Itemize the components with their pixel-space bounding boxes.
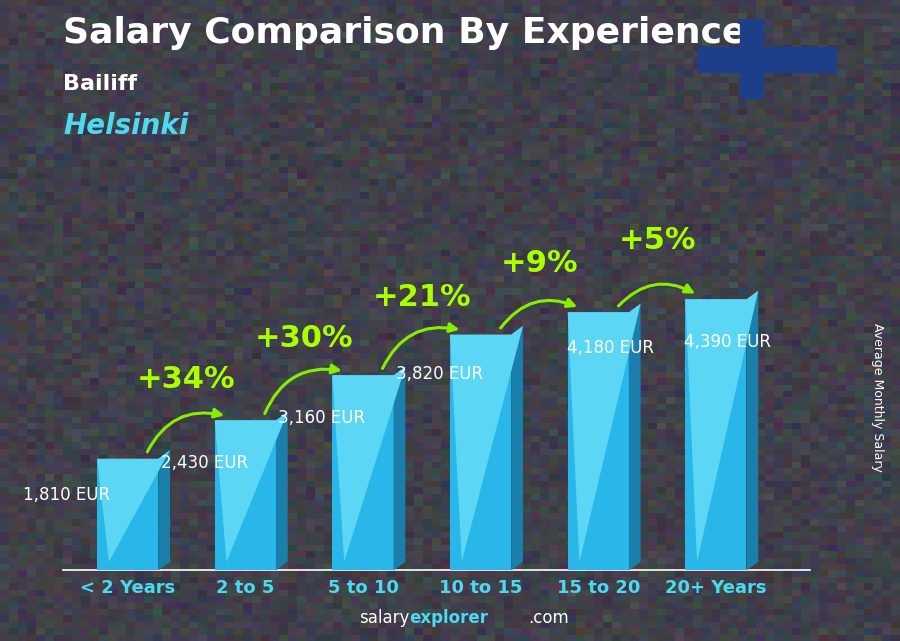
Text: Average Monthly Salary: Average Monthly Salary <box>871 323 884 472</box>
FancyArrowPatch shape <box>265 365 338 413</box>
Text: 1,810 EUR: 1,810 EUR <box>23 486 110 504</box>
Bar <box>332 375 393 570</box>
FancyArrowPatch shape <box>618 284 692 306</box>
Text: Helsinki: Helsinki <box>63 112 188 140</box>
Polygon shape <box>746 290 758 570</box>
FancyArrowPatch shape <box>382 324 456 369</box>
Text: +5%: +5% <box>618 226 696 254</box>
Bar <box>450 335 511 570</box>
Bar <box>740 19 763 99</box>
Polygon shape <box>511 326 523 570</box>
Bar <box>685 299 746 570</box>
Text: Bailiff: Bailiff <box>63 74 137 94</box>
Polygon shape <box>97 450 170 562</box>
Text: 2,430 EUR: 2,430 EUR <box>160 454 248 472</box>
Polygon shape <box>629 304 641 570</box>
Text: .com: .com <box>528 609 569 627</box>
Bar <box>698 47 837 72</box>
Polygon shape <box>450 326 523 562</box>
Text: 3,160 EUR: 3,160 EUR <box>278 409 365 428</box>
Text: +21%: +21% <box>373 283 471 312</box>
Polygon shape <box>685 290 758 562</box>
Polygon shape <box>276 412 288 570</box>
Text: explorer: explorer <box>410 609 489 627</box>
Bar <box>215 420 276 570</box>
FancyArrowPatch shape <box>500 299 574 328</box>
Polygon shape <box>568 304 641 562</box>
Bar <box>97 459 158 570</box>
Bar <box>568 312 629 570</box>
Text: +30%: +30% <box>255 324 354 353</box>
Text: +9%: +9% <box>500 249 578 278</box>
Polygon shape <box>215 412 288 562</box>
Polygon shape <box>332 367 405 562</box>
Polygon shape <box>158 450 170 570</box>
Text: +34%: +34% <box>137 365 236 394</box>
Text: 4,180 EUR: 4,180 EUR <box>566 340 653 358</box>
FancyArrowPatch shape <box>148 410 220 452</box>
Polygon shape <box>393 367 405 570</box>
Text: Salary Comparison By Experience: Salary Comparison By Experience <box>63 16 746 50</box>
Text: 3,820 EUR: 3,820 EUR <box>396 365 483 383</box>
Text: 4,390 EUR: 4,390 EUR <box>684 333 771 351</box>
Text: salary: salary <box>359 609 410 627</box>
